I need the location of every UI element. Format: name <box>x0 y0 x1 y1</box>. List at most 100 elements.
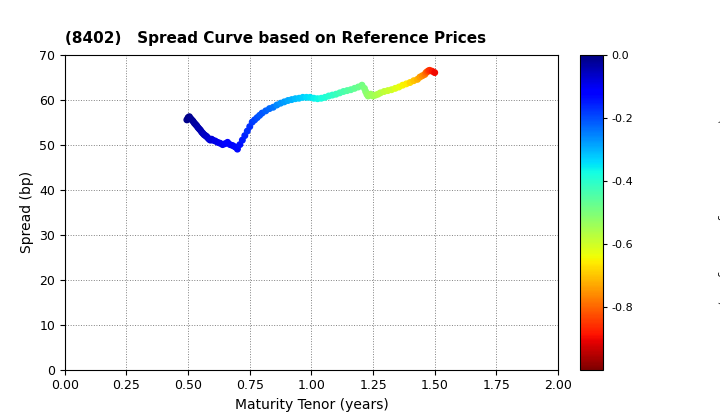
Point <box>374 89 386 96</box>
Point <box>341 87 353 94</box>
Point <box>227 142 238 149</box>
Point <box>386 87 397 93</box>
Point <box>279 98 290 105</box>
Point <box>293 95 305 102</box>
Point <box>412 76 423 83</box>
Y-axis label: Spread (bp): Spread (bp) <box>19 171 34 253</box>
Point <box>382 87 394 94</box>
Point <box>315 95 327 102</box>
Point <box>359 85 370 92</box>
Point <box>210 138 221 144</box>
Point <box>417 72 428 79</box>
Point <box>348 85 360 92</box>
Point <box>190 121 202 128</box>
Point <box>420 69 432 76</box>
Point <box>251 114 263 121</box>
Point <box>194 127 206 134</box>
Point <box>305 94 316 101</box>
Point <box>182 114 194 121</box>
Point <box>338 88 349 95</box>
Point <box>356 82 368 89</box>
Point <box>187 118 199 125</box>
Point <box>286 96 297 103</box>
Point <box>334 89 346 96</box>
Point <box>215 140 226 147</box>
Point <box>419 71 431 78</box>
Point <box>379 88 390 95</box>
Point <box>181 116 193 123</box>
Point <box>367 93 379 100</box>
X-axis label: Maturity Tenor (years): Maturity Tenor (years) <box>235 398 388 412</box>
Point <box>330 91 342 97</box>
Point <box>202 134 214 141</box>
Point <box>222 139 233 146</box>
Point <box>203 136 215 142</box>
Point <box>423 68 434 74</box>
Point <box>271 102 283 108</box>
Point <box>212 139 223 146</box>
Point <box>362 93 374 100</box>
Point <box>421 68 433 75</box>
Point <box>390 85 401 92</box>
Point <box>192 124 204 131</box>
Point <box>319 94 330 101</box>
Point <box>260 108 271 114</box>
Point <box>289 95 301 102</box>
Point <box>191 122 202 129</box>
Point <box>365 91 377 97</box>
Point <box>207 137 219 144</box>
Point <box>366 92 377 98</box>
Point <box>360 88 372 95</box>
Point <box>353 84 364 90</box>
Point <box>264 105 275 112</box>
Text: (8402)   Spread Curve based on Reference Prices: (8402) Spread Curve based on Reference P… <box>65 32 486 47</box>
Point <box>201 133 212 140</box>
Point <box>256 110 268 116</box>
Point <box>361 91 373 97</box>
Point <box>199 132 211 139</box>
Point <box>282 97 294 104</box>
Point <box>397 82 408 89</box>
Point <box>275 100 287 107</box>
Point <box>246 119 258 126</box>
Point <box>308 95 320 102</box>
Point <box>424 67 436 74</box>
Point <box>370 92 382 98</box>
Point <box>244 123 256 130</box>
Point <box>372 91 384 97</box>
Point <box>254 112 266 119</box>
Point <box>199 131 210 138</box>
Point <box>234 141 246 148</box>
Point <box>232 146 243 152</box>
Point <box>237 137 248 144</box>
Point <box>414 74 426 81</box>
Point <box>249 116 261 123</box>
Point <box>297 94 309 101</box>
Point <box>429 69 441 76</box>
Point <box>345 87 356 93</box>
Point <box>197 130 209 137</box>
Point <box>301 94 312 101</box>
Point <box>206 136 217 142</box>
Point <box>186 116 197 123</box>
Point <box>323 93 334 100</box>
Point <box>224 141 235 148</box>
Point <box>196 129 207 135</box>
Point <box>267 104 279 110</box>
Point <box>194 126 205 132</box>
Point <box>184 113 195 120</box>
Point <box>204 137 216 144</box>
Point <box>400 81 412 87</box>
Point <box>312 95 323 102</box>
Point <box>405 79 416 86</box>
Point <box>239 132 251 139</box>
Y-axis label: Time in years between 5/2/2025 and Trade Date
(Past Trade Date is given as negat: Time in years between 5/2/2025 and Trade… <box>717 94 720 330</box>
Point <box>327 92 338 98</box>
Point <box>217 141 228 148</box>
Point <box>393 84 405 90</box>
Point <box>408 77 420 84</box>
Point <box>229 144 240 150</box>
Point <box>185 115 197 122</box>
Point <box>189 120 200 126</box>
Point <box>364 92 375 98</box>
